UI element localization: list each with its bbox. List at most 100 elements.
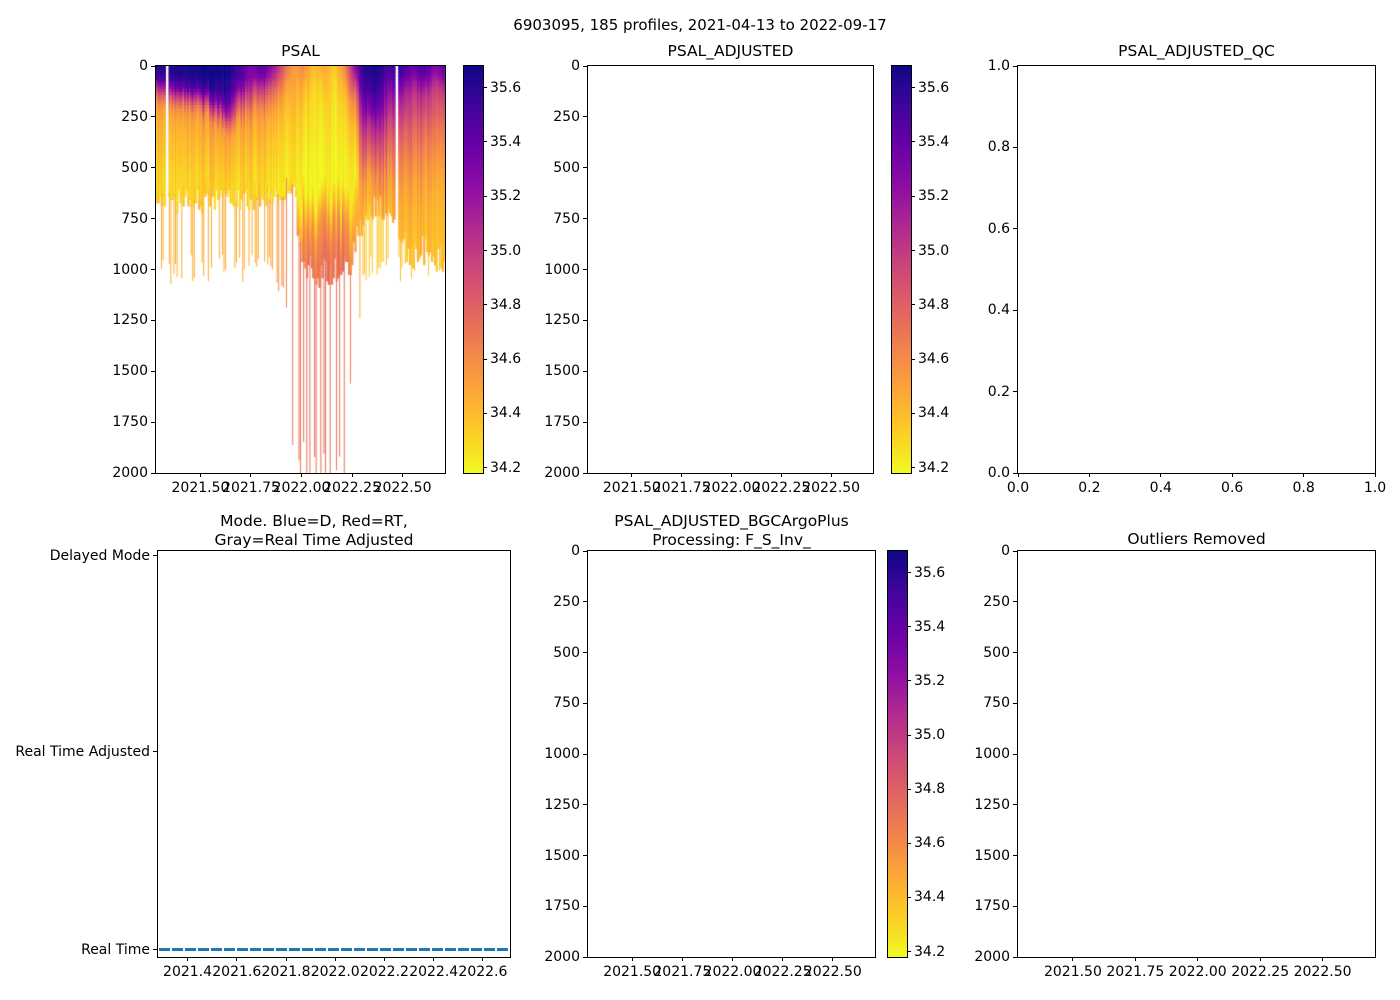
y-tick-mark — [1013, 855, 1017, 856]
y-tick-mark — [583, 472, 587, 474]
mode-axes: 2021.4 2021.6 2021.8 2022.0 2022.2 2022.4 2022… — [15, 548, 511, 980]
colorbar-tick-label: 35.2 — [918, 188, 950, 205]
x-tick-mark — [1197, 957, 1199, 961]
x-tick-mark — [301, 473, 302, 477]
psal-colorbar: 35.6 35.4 35.2 35.0 34.8 34.6 34.4 34.2 — [463, 65, 521, 476]
y-tick-label: 1750 — [544, 898, 580, 915]
psal-heatmap-canvas — [156, 66, 445, 473]
colorbar-tick-label: 34.2 — [918, 459, 950, 476]
y-tick-mark — [583, 956, 587, 958]
y-tick-mark — [1013, 905, 1017, 907]
y-tick-label: 0.0 — [987, 465, 1010, 481]
y-tick-label: Real Time Adjusted — [15, 743, 150, 760]
x-tick-label: 0.8 — [1292, 480, 1315, 496]
colorbar-tick-mark — [907, 842, 911, 844]
colorbar-tick-label: 35.6 — [914, 564, 946, 581]
y-tick-mark — [583, 804, 587, 806]
y-tick-label: 2000 — [112, 465, 148, 481]
y-tick-mark — [151, 472, 155, 474]
x-tick-label: 0.2 — [1078, 480, 1101, 496]
psal-adjusted-qc-axes: 0.0 0.2 0.4 0.6 0.8 1.0 1.0 0.8 0.6 0.4 0.2 0.0 — [988, 58, 1386, 496]
x-tick-label: 2021.50 — [602, 480, 661, 496]
colorbar-tick-label: 35.6 — [490, 79, 522, 96]
x-tick-mark — [1231, 473, 1233, 477]
y-tick-label: 750 — [553, 210, 580, 227]
y-tick-label: 1250 — [544, 796, 580, 813]
x-tick-mark — [832, 957, 834, 961]
y-tick-mark — [583, 855, 587, 856]
y-tick-mark — [1013, 309, 1017, 311]
colorbar-tick-label: 34.8 — [490, 296, 522, 313]
colorbar-tick-mark — [483, 358, 487, 360]
x-tick-label: 2021.8 — [261, 964, 311, 980]
x-tick-label: 2021.75 — [653, 964, 712, 980]
x-tick-label: 2021.50 — [603, 964, 662, 980]
y-tick-label: 1000 — [974, 746, 1010, 762]
colorbar-tick-label: 34.4 — [490, 405, 522, 422]
colorbar-tick-mark — [483, 467, 487, 469]
y-tick-mark — [1013, 391, 1017, 393]
y-tick-mark — [583, 167, 587, 169]
colorbar-tick-mark — [911, 467, 915, 469]
x-tick-mark — [1088, 473, 1090, 477]
colorbar-tick-label: 35.0 — [914, 727, 946, 744]
colorbar-tick-mark — [911, 87, 915, 89]
colorbar-tick-mark — [907, 626, 911, 628]
y-tick-mark — [151, 65, 155, 67]
y-tick-mark — [153, 751, 157, 753]
x-tick-mark — [681, 473, 683, 477]
psal-adjusted-title: PSAL_ADJUSTED — [667, 42, 794, 60]
x-tick-mark — [236, 957, 238, 961]
y-tick-mark — [583, 269, 587, 270]
colorbar-tick-label: 34.2 — [914, 943, 946, 960]
x-tick-mark — [681, 957, 683, 961]
colorbar-tick-mark — [483, 304, 487, 306]
x-tick-mark — [433, 957, 435, 961]
y-tick-label: 1250 — [544, 312, 580, 329]
y-tick-label: 500 — [983, 644, 1010, 661]
colorbar-tick-mark — [911, 304, 915, 306]
colorbar-tick-mark — [911, 141, 915, 143]
x-tick-mark — [1374, 473, 1376, 477]
x-tick-label: 2021.75 — [652, 480, 711, 496]
colorbar-tick-label: 35.2 — [490, 188, 522, 205]
x-tick-mark — [334, 957, 336, 961]
y-tick-label: 0 — [139, 58, 148, 74]
colorbar-tick-mark — [911, 250, 915, 251]
y-tick-mark — [1013, 753, 1017, 755]
x-tick-label: 2022.6 — [458, 964, 508, 980]
x-tick-mark — [402, 473, 404, 477]
y-tick-mark — [151, 167, 155, 169]
colorbar-tick-label: 35.4 — [914, 618, 946, 635]
figure-title: 6903095, 185 profiles, 2021-04-13 to 202… — [513, 16, 887, 34]
colorbar-tick-label: 35.4 — [490, 133, 522, 150]
x-tick-label: 2021.4 — [163, 964, 213, 980]
y-tick-label: 500 — [553, 644, 580, 661]
y-tick-mark — [1013, 228, 1017, 230]
colorbar-tick-mark — [911, 412, 915, 414]
x-tick-label: 2022.25 — [752, 480, 811, 496]
y-tick-label: 1.0 — [987, 58, 1010, 74]
x-tick-label: 2021.50 — [171, 480, 230, 496]
y-tick-mark — [1013, 65, 1017, 67]
y-tick-label: 0 — [1001, 543, 1010, 559]
colorbar-tick-label: 34.4 — [918, 405, 950, 422]
x-tick-label: 0.4 — [1149, 480, 1172, 496]
y-tick-label: 0.2 — [987, 383, 1010, 400]
y-tick-label: 250 — [983, 593, 1010, 610]
y-tick-mark — [153, 555, 157, 557]
y-tick-mark — [583, 601, 587, 603]
mode-title-line2: Gray=Real Time Adjusted — [214, 531, 414, 549]
y-tick-label: 1500 — [544, 847, 580, 864]
x-tick-mark — [1072, 957, 1074, 961]
outliers-removed-axes: 2021.50 2021.75 2022.00 2022.25 2022.50 0 250 5… — [974, 543, 1376, 980]
y-tick-mark — [151, 319, 155, 321]
x-tick-label: 2021.6 — [212, 964, 262, 980]
psal-adjusted-bgc-axes: 2021.50 2021.75 2022.00 2022.25 2022.50 0 250 5… — [544, 543, 876, 980]
x-tick-mark — [830, 473, 832, 477]
colorbar-tick-label: 34.6 — [918, 351, 950, 368]
y-tick-mark — [153, 949, 157, 951]
y-tick-mark — [583, 753, 587, 755]
y-tick-mark — [1013, 472, 1017, 474]
x-tick-label: 2021.75 — [222, 480, 280, 496]
